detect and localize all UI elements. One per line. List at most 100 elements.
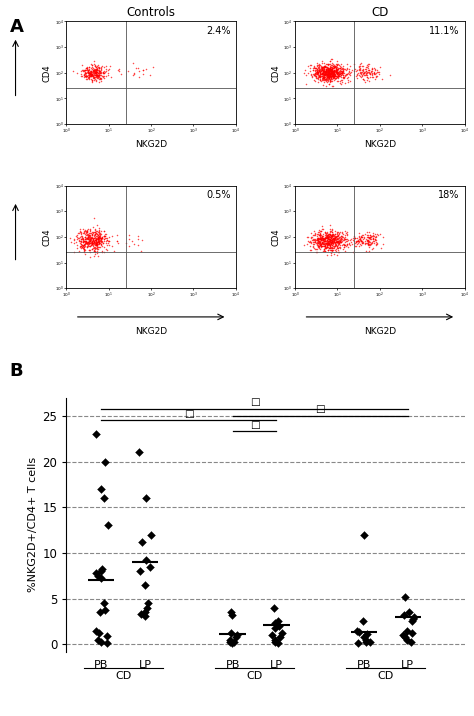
Point xyxy=(372,228,379,240)
Point xyxy=(336,237,343,248)
Point xyxy=(328,232,336,243)
Point xyxy=(324,238,332,249)
Point xyxy=(341,240,349,251)
Point xyxy=(331,232,338,243)
Point xyxy=(362,64,369,75)
Title: CD: CD xyxy=(371,6,389,19)
Point xyxy=(371,231,379,243)
Point xyxy=(79,240,87,251)
Point xyxy=(326,64,334,75)
Point xyxy=(331,72,338,84)
Point xyxy=(79,236,87,247)
Point xyxy=(326,234,334,246)
Point xyxy=(312,70,320,82)
Point xyxy=(91,67,99,79)
Point xyxy=(319,71,327,82)
Point xyxy=(108,231,116,242)
Point xyxy=(89,226,97,238)
Point xyxy=(327,244,335,256)
Point xyxy=(328,64,336,75)
Point xyxy=(334,71,342,82)
Point xyxy=(333,68,340,79)
Point xyxy=(342,64,350,76)
Point xyxy=(372,236,379,248)
Point xyxy=(85,71,93,82)
Point xyxy=(373,228,380,239)
Point xyxy=(317,62,325,73)
Point xyxy=(344,62,351,74)
Point xyxy=(325,235,333,246)
Point xyxy=(333,236,340,247)
Point xyxy=(90,71,97,82)
Point xyxy=(327,64,335,75)
Point xyxy=(322,65,330,77)
Point xyxy=(337,236,345,247)
Point xyxy=(323,238,331,249)
Point xyxy=(103,232,110,243)
Point xyxy=(92,234,100,246)
Point xyxy=(365,229,372,241)
Point xyxy=(322,74,330,85)
Point xyxy=(324,66,332,77)
Point xyxy=(364,66,371,77)
Point xyxy=(100,225,108,236)
Point xyxy=(88,243,96,255)
Point xyxy=(90,69,97,81)
Point xyxy=(319,72,327,84)
Point xyxy=(330,66,338,77)
Point xyxy=(92,65,100,77)
Point xyxy=(370,67,377,79)
Point xyxy=(76,235,83,246)
Point xyxy=(83,232,91,243)
Point xyxy=(334,226,342,238)
Point xyxy=(78,59,86,71)
Point xyxy=(92,228,100,239)
Point xyxy=(326,72,333,83)
Point xyxy=(332,236,340,248)
Point xyxy=(319,72,327,84)
Point xyxy=(326,243,333,254)
Point xyxy=(78,233,85,245)
Y-axis label: CD4: CD4 xyxy=(272,64,281,82)
Text: 0.5%: 0.5% xyxy=(206,190,231,200)
Point xyxy=(319,64,327,76)
Point xyxy=(319,63,326,74)
Point xyxy=(327,231,334,243)
Point xyxy=(326,69,333,80)
Point xyxy=(332,63,340,74)
Point xyxy=(332,65,340,77)
Point xyxy=(336,228,343,240)
Point xyxy=(340,71,347,82)
Point xyxy=(81,228,89,240)
Point xyxy=(325,237,333,248)
Point xyxy=(325,72,333,83)
Point xyxy=(87,66,95,77)
Point xyxy=(100,70,108,82)
Point xyxy=(103,239,111,251)
Point xyxy=(316,239,323,251)
Point xyxy=(99,60,106,72)
Point xyxy=(320,62,328,73)
Point xyxy=(334,230,341,241)
Point xyxy=(325,231,332,242)
Point xyxy=(86,244,93,256)
Point xyxy=(336,236,344,247)
Point xyxy=(101,456,109,468)
Point xyxy=(310,74,318,86)
Point xyxy=(333,236,341,247)
Point xyxy=(130,238,137,249)
Point xyxy=(315,242,322,253)
Point xyxy=(321,230,329,241)
Point xyxy=(82,237,90,248)
Point xyxy=(325,72,332,83)
Point xyxy=(356,231,363,242)
Point xyxy=(357,236,365,247)
Point xyxy=(317,241,325,253)
Point xyxy=(328,245,336,256)
Point xyxy=(349,232,357,243)
Point xyxy=(87,70,95,82)
Point xyxy=(343,233,351,245)
Point xyxy=(345,67,352,79)
Point xyxy=(324,75,331,87)
Point xyxy=(317,233,325,244)
